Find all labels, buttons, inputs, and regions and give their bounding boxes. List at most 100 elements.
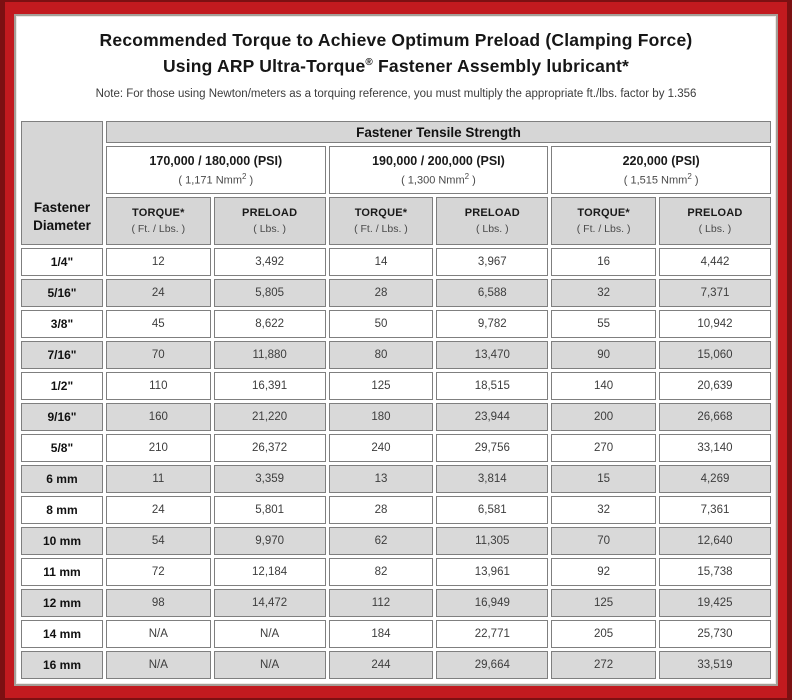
table-body: 1/4" 12 3,492 14 3,967 16 4,442 5/16" 24 5,805 28 6… [21,248,771,679]
value-cell: 9,782 [436,310,549,338]
value-cell: 140 [551,372,656,400]
value-cell: 50 [328,310,434,338]
value-cell: 18,515 [436,372,549,400]
content-panel: Recommended Torque to Achieve Optimum Pr… [14,14,778,686]
title-line-2: Using ARP Ultra-Torque® Fastener Assembl… [162,56,630,77]
table-row: 1/4" 12 3,492 14 3,967 16 4,442 [21,248,771,276]
value-cell: 16,949 [436,589,549,617]
preload-header-2: PRELOAD ( Lbs. ) [436,197,549,245]
diameter-cell: 7/16" [21,341,103,369]
value-cell: 23,944 [436,403,549,431]
note-text: Note: For those using Newton/meters as a… [95,87,697,100]
diameter-cell: 1/4" [21,248,103,276]
value-cell: 14 [328,248,434,276]
value-cell: 11 [105,465,211,493]
torque-header-1: TORQUE* ( Ft. / Lbs. ) [105,197,211,245]
value-cell: 240 [328,434,434,462]
torque-preload-header-row: TORQUE* ( Ft. / Lbs. ) PRELOAD ( Lbs. ) … [21,197,771,245]
value-cell: 160 [105,403,211,431]
value-cell: 32 [551,279,656,307]
table-row: 6 mm 11 3,359 13 3,814 15 4,269 [21,465,771,493]
diameter-cell: 12 mm [21,589,103,617]
value-cell: 16,391 [213,372,326,400]
title-line-1: Recommended Torque to Achieve Optimum Pr… [99,30,693,50]
value-cell: 29,664 [436,651,549,679]
value-cell: 270 [551,434,656,462]
value-cell: 25,730 [658,620,771,648]
psi-header-220: 220,000 (PSI) ( 1,515 Nmm2 ) [551,146,771,194]
tensile-strength-header: Fastener Tensile Strength [105,121,771,143]
preload-header-3: PRELOAD ( Lbs. ) [658,197,771,245]
value-cell: 112 [328,589,434,617]
value-cell: 33,519 [658,651,771,679]
value-cell: 7,361 [658,496,771,524]
value-cell: 15,060 [658,341,771,369]
value-cell: 10,942 [658,310,771,338]
diameter-cell: 3/8" [21,310,103,338]
value-cell: 110 [105,372,211,400]
value-cell: 3,492 [213,248,326,276]
value-cell: 15,738 [658,558,771,586]
preload-header-1: PRELOAD ( Lbs. ) [213,197,326,245]
torque-header-2: TORQUE* ( Ft. / Lbs. ) [328,197,434,245]
table-row: 10 mm 54 9,970 62 11,305 70 12,640 [21,527,771,555]
diameter-cell: 11 mm [21,558,103,586]
table-row: 14 mm N/A N/A 184 22,771 205 25,730 [21,620,771,648]
value-cell: 3,359 [213,465,326,493]
value-cell: 28 [328,279,434,307]
value-cell: 12,640 [658,527,771,555]
value-cell: N/A [105,620,211,648]
value-cell: 26,668 [658,403,771,431]
table-row: 1/2" 110 16,391 125 18,515 140 20,639 [21,372,771,400]
diameter-cell: 14 mm [21,620,103,648]
table-row: 3/8" 45 8,622 50 9,782 55 10,942 [21,310,771,338]
corner-header-fastener-diameter: Fastener Diameter [21,121,103,245]
value-cell: 4,269 [658,465,771,493]
value-cell: 45 [105,310,211,338]
table-row: 5/8" 210 26,372 240 29,756 270 33,140 [21,434,771,462]
value-cell: 125 [551,589,656,617]
value-cell: 16 [551,248,656,276]
value-cell: 6,588 [436,279,549,307]
value-cell: 200 [551,403,656,431]
value-cell: 244 [328,651,434,679]
value-cell: 54 [105,527,211,555]
value-cell: 13,961 [436,558,549,586]
diameter-cell: 10 mm [21,527,103,555]
psi-header-170-180: 170,000 / 180,000 (PSI) ( 1,171 Nmm2 ) [105,146,326,194]
value-cell: 11,305 [436,527,549,555]
diameter-cell: 16 mm [21,651,103,679]
diameter-cell: 1/2" [21,372,103,400]
value-cell: 4,442 [658,248,771,276]
value-cell: N/A [213,620,326,648]
value-cell: 70 [551,527,656,555]
value-cell: 19,425 [658,589,771,617]
torque-table: Fastener Diameter Fastener Tensile Stren… [18,118,774,682]
value-cell: 272 [551,651,656,679]
value-cell: 70 [105,341,211,369]
value-cell: 28 [328,496,434,524]
value-cell: 205 [551,620,656,648]
value-cell: 62 [328,527,434,555]
diameter-cell: 6 mm [21,465,103,493]
value-cell: 12,184 [213,558,326,586]
value-cell: 210 [105,434,211,462]
table-row: 5/16" 24 5,805 28 6,588 32 7,371 [21,279,771,307]
registered-mark: ® [365,57,373,69]
table-row: 7/16" 70 11,880 80 13,470 90 15,060 [21,341,771,369]
value-cell: 7,371 [658,279,771,307]
value-cell: 24 [105,279,211,307]
value-cell: 180 [328,403,434,431]
value-cell: 184 [328,620,434,648]
value-cell: 24 [105,496,211,524]
value-cell: 12 [105,248,211,276]
diameter-cell: 8 mm [21,496,103,524]
value-cell: 20,639 [658,372,771,400]
tensile-strength-row: Fastener Diameter Fastener Tensile Stren… [21,121,771,245]
value-cell: 14,472 [213,589,326,617]
value-cell: 3,814 [436,465,549,493]
value-cell: 21,220 [213,403,326,431]
diameter-cell: 9/16" [21,403,103,431]
value-cell: 33,140 [658,434,771,462]
